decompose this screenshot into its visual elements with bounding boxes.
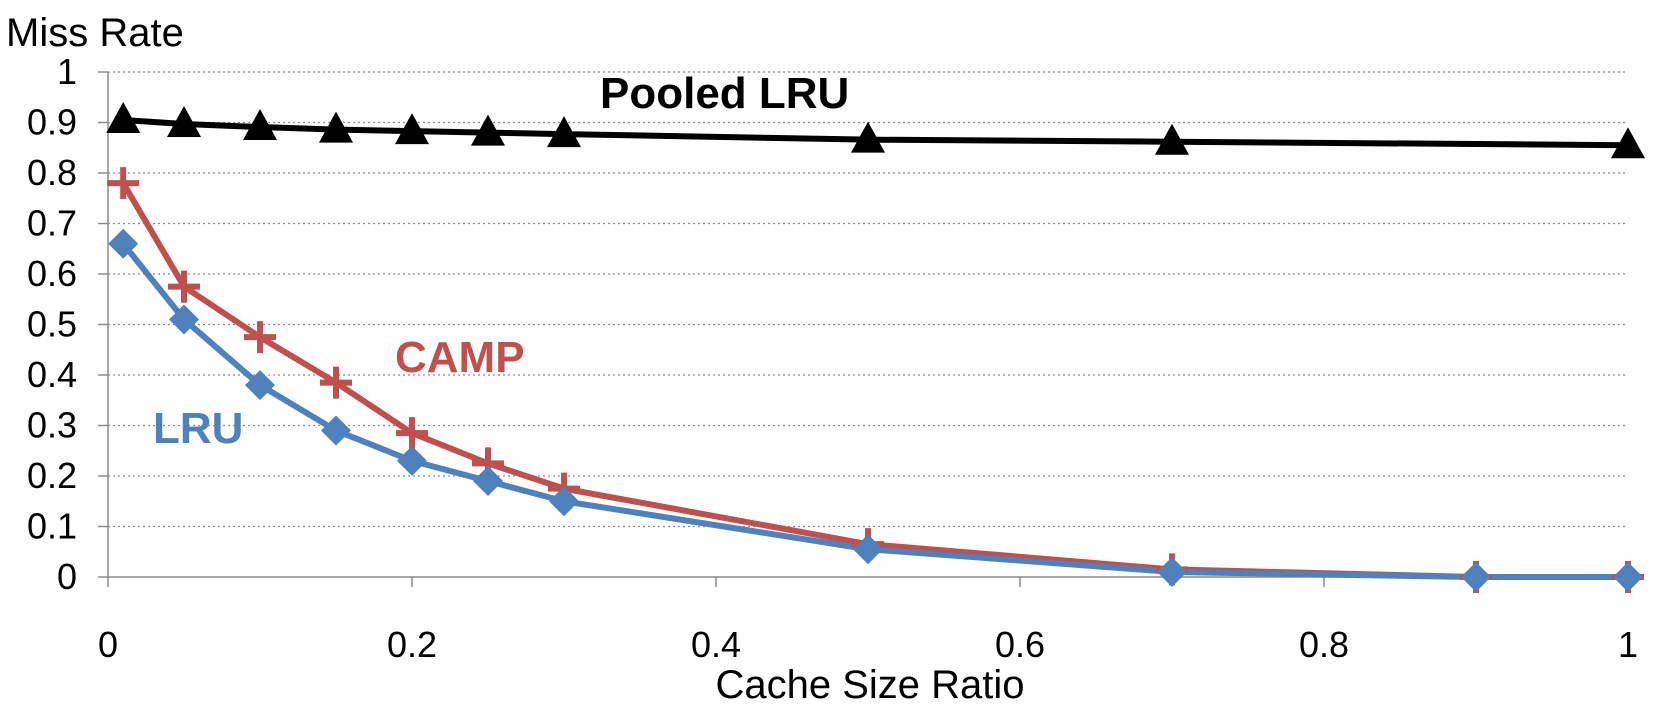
y-tick-label: 0.9 (27, 102, 77, 143)
y-tick-label: 1 (57, 51, 77, 92)
data-point-diamond (473, 466, 503, 497)
x-tick-labels: 0 0.2 0.4 0.6 0.8 1 (98, 624, 1638, 665)
y-tick-label: 0.8 (27, 152, 77, 193)
data-point-triangle (167, 106, 201, 138)
y-tick-label: 0.5 (27, 304, 77, 345)
data-point-diamond (169, 304, 199, 335)
data-point-triangle (106, 101, 141, 133)
data-point-diamond (397, 445, 427, 476)
data-point-diamond (1157, 556, 1187, 587)
y-tick-label: 0.6 (27, 253, 77, 294)
data-point-diamond (1461, 562, 1491, 592)
series-label-lru: LRU (153, 404, 243, 453)
x-tick-label: 0 (98, 624, 118, 665)
y-tick-label: 0.7 (27, 203, 77, 244)
data-point-triangle (547, 116, 581, 148)
y-tick-label: 0 (57, 556, 77, 597)
data-point-plus (244, 321, 276, 354)
data-point-triangle (395, 113, 429, 145)
data-point-diamond (245, 370, 275, 401)
x-tick-label: 1 (1618, 624, 1638, 665)
y-tick-label: 0.2 (27, 455, 77, 496)
series-label-pooled-lru: Pooled LRU (600, 69, 849, 118)
y-tick-label: 0.3 (27, 405, 77, 446)
data-point-plus (107, 167, 140, 200)
data-point-triangle (1155, 123, 1189, 155)
data-point-plus (320, 366, 352, 399)
data-point-plus (396, 417, 428, 450)
x-tick-label: 0.2 (387, 624, 437, 665)
x-tick-label: 0.6 (995, 624, 1045, 665)
data-point-diamond (1613, 562, 1643, 592)
data-point-triangle (319, 111, 353, 143)
x-axis-title: Cache Size Ratio (715, 663, 1024, 706)
data-point-triangle (471, 114, 505, 146)
x-tick-label: 0.4 (691, 624, 741, 665)
data-point-plus (168, 270, 200, 303)
x-tick-label: 0.8 (1299, 624, 1349, 665)
series-lines (120, 116, 1629, 580)
data-point-triangle (1611, 127, 1645, 159)
y-tick-labels: 0 0.1 0.2 0.3 0.4 0.5 0.6 0.7 0.8 0.9 1 (27, 51, 77, 597)
y-tick-label: 0.1 (27, 506, 77, 547)
series-label-camp: CAMP (395, 333, 525, 382)
series-markers (106, 101, 1645, 593)
data-point-diamond (549, 486, 579, 517)
data-point-diamond (108, 228, 139, 259)
data-point-diamond (321, 415, 351, 446)
y-tick-label: 0.4 (27, 354, 77, 395)
data-point-triangle (851, 121, 885, 153)
y-axis-title: Miss Rate (6, 11, 184, 55)
data-point-triangle (243, 109, 277, 141)
series-line-pooled-lru (123, 116, 1629, 149)
data-point-diamond (853, 534, 883, 565)
